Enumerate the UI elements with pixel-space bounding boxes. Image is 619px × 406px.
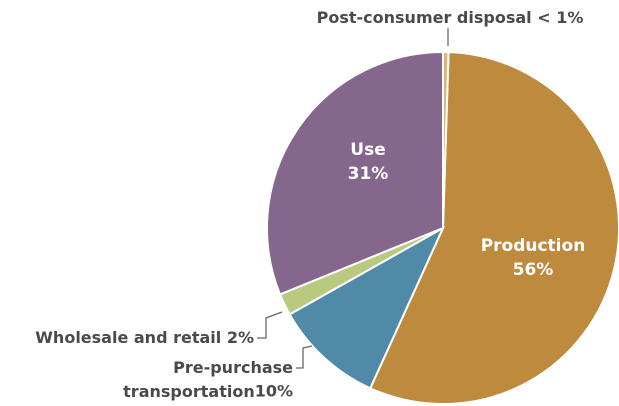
label-name: Wholesale and retail bbox=[35, 328, 221, 347]
slice-label: Post-consumer disposal < 1% bbox=[317, 8, 584, 27]
slice-value-label: 31% bbox=[348, 164, 389, 184]
pie-slice bbox=[442, 50, 450, 229]
label-name: Post-consumer disposal bbox=[317, 8, 532, 27]
slice-value-label: 56% bbox=[513, 260, 554, 280]
leader-line bbox=[257, 311, 283, 339]
pie-slice bbox=[266, 50, 444, 296]
slice-label: Use bbox=[350, 140, 385, 160]
leader-line bbox=[296, 345, 313, 369]
pie-slice bbox=[288, 225, 446, 390]
label-value: < 1% bbox=[537, 8, 583, 27]
slice-label: Wholesale and retail 2% bbox=[35, 328, 254, 347]
label-value: 2% bbox=[227, 328, 254, 347]
slice-label: Production bbox=[481, 236, 586, 256]
slice-label: Pre-purchase transportation bbox=[123, 358, 293, 401]
pie-slice bbox=[368, 51, 619, 405]
slice-value-label: 10% bbox=[255, 382, 293, 401]
